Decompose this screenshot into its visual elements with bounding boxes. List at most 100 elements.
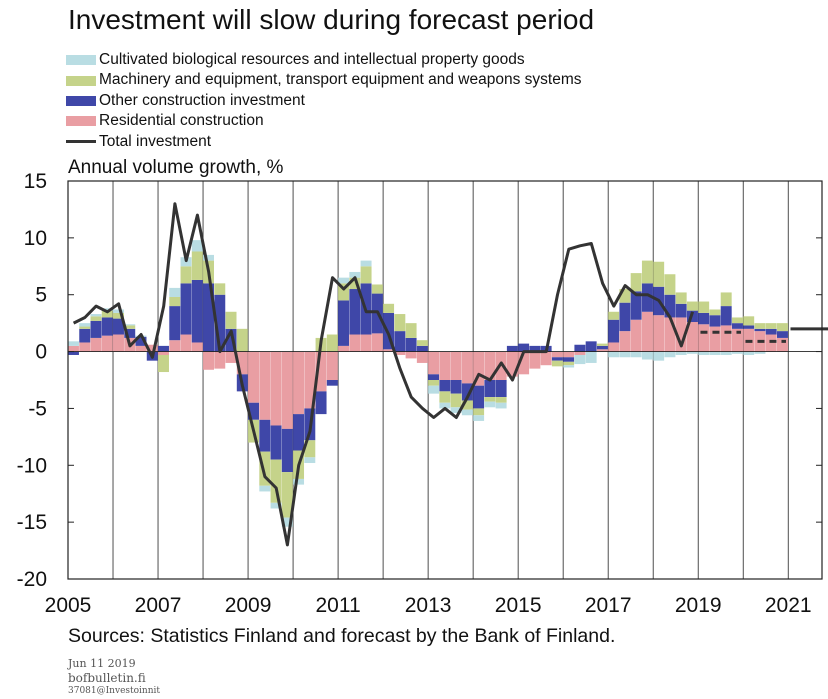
bar-segment [664, 274, 676, 295]
bar-segment [338, 283, 350, 301]
bar-segment [585, 351, 597, 363]
bar-segment [405, 351, 417, 359]
bar-segment [158, 345, 169, 352]
bar-segment [630, 273, 642, 292]
bar-segment [439, 380, 451, 392]
bar-segment [574, 354, 586, 365]
bar-segment [304, 440, 316, 458]
bar-segment [608, 351, 620, 358]
bar-segment [293, 414, 305, 451]
x-tick-label: 2019 [675, 594, 722, 617]
bar-segment [495, 402, 507, 409]
total-investment-line [72, 202, 695, 547]
bar-segment [450, 407, 462, 413]
bar-segment [281, 472, 293, 518]
y-tick-label: 0 [35, 341, 47, 364]
bar-segment [79, 323, 91, 327]
bar-segment [394, 314, 406, 332]
legend-item-total: Total investment [66, 132, 582, 152]
bar-segment [619, 331, 631, 352]
bar-segment [765, 323, 777, 329]
bar-segment [686, 322, 698, 352]
legend-item-other-construction: Other construction investment [66, 91, 582, 111]
bar-segment [281, 428, 293, 473]
bar-segment [214, 351, 226, 369]
bar-segment [394, 331, 406, 352]
bar-segment [203, 351, 214, 370]
footer-code: 37081@Investoinnit [68, 686, 161, 696]
bar-segment [293, 351, 305, 415]
bar-segment [304, 457, 316, 464]
bar-segment [113, 318, 124, 335]
bar-segment [608, 311, 620, 320]
bar-segment [281, 517, 293, 527]
bar-segment [608, 319, 620, 343]
bar-segment [776, 331, 788, 338]
y-tick-label: 15 [24, 170, 47, 193]
bar-segment [743, 351, 755, 355]
bar-segment [450, 380, 462, 394]
bar-segment [484, 397, 496, 402]
bar-segment [158, 351, 169, 355]
chart-canvas: 15 10 5 0 -5 -10 -15 -20 2005 2007 2009 2011 2013 201… [17, 170, 828, 617]
legend-label: Cultivated biological resources and inte… [99, 51, 525, 68]
bar-segment [686, 351, 698, 354]
bar-segment [180, 334, 192, 352]
bar-segment [214, 283, 226, 295]
bar-segment [360, 260, 372, 267]
bar-segment [461, 400, 473, 410]
bar-segment [563, 351, 575, 358]
bar-segment [653, 315, 665, 352]
bar-segment [563, 361, 575, 366]
legend-item-residential: Residential construction [66, 111, 582, 131]
bar-segment [473, 385, 485, 409]
bar-segment [169, 306, 181, 341]
bar-segment [619, 351, 631, 358]
bar-segment [698, 301, 710, 313]
bar-segment [563, 357, 575, 362]
bar-segment [315, 391, 327, 415]
bar-segment [461, 383, 473, 401]
bar-segment [101, 310, 113, 318]
bar-segment [113, 309, 124, 313]
bar-segment [630, 351, 642, 358]
bar-segment [169, 296, 181, 307]
bar-segment [101, 308, 113, 311]
bar-segment [349, 289, 361, 335]
bar-segment [641, 351, 653, 360]
bar-segment [653, 351, 665, 361]
legend-item-machinery: Machinery and equipment, transport equip… [66, 70, 582, 90]
bar-segment [338, 277, 350, 284]
bar-segment [360, 334, 372, 352]
bar-segment [79, 342, 91, 352]
bar-segment [326, 334, 338, 352]
bar-segment [68, 351, 79, 355]
chart-legend: Cultivated biological resources and inte… [66, 50, 582, 152]
bar-segment [124, 325, 136, 329]
bar-segment [731, 317, 743, 324]
bar-segment [135, 345, 147, 352]
y-tick-label: -15 [17, 511, 47, 534]
bar-segment [596, 345, 608, 350]
x-tick-label: 2007 [135, 594, 182, 617]
bar-segment [495, 397, 507, 403]
bar-segment [236, 328, 248, 352]
bar-segment [641, 260, 653, 284]
bar-segment [743, 316, 755, 326]
bar-segment [113, 334, 124, 352]
bar-segment [405, 323, 417, 338]
bar-segment [484, 401, 496, 408]
bar-segment [90, 337, 102, 352]
bar-segment [101, 335, 113, 352]
bar-segment [90, 316, 102, 321]
bar-segment [113, 312, 124, 319]
bar-segment [619, 289, 631, 303]
legend-swatch [66, 140, 96, 144]
y-tick-label: -20 [17, 568, 47, 591]
bar-segment [540, 351, 552, 366]
bar-segment [529, 351, 541, 369]
bar-segment [776, 337, 788, 352]
bar-segment [416, 351, 428, 363]
bar-segment [338, 345, 350, 352]
x-tick-label: 2021 [765, 594, 812, 617]
